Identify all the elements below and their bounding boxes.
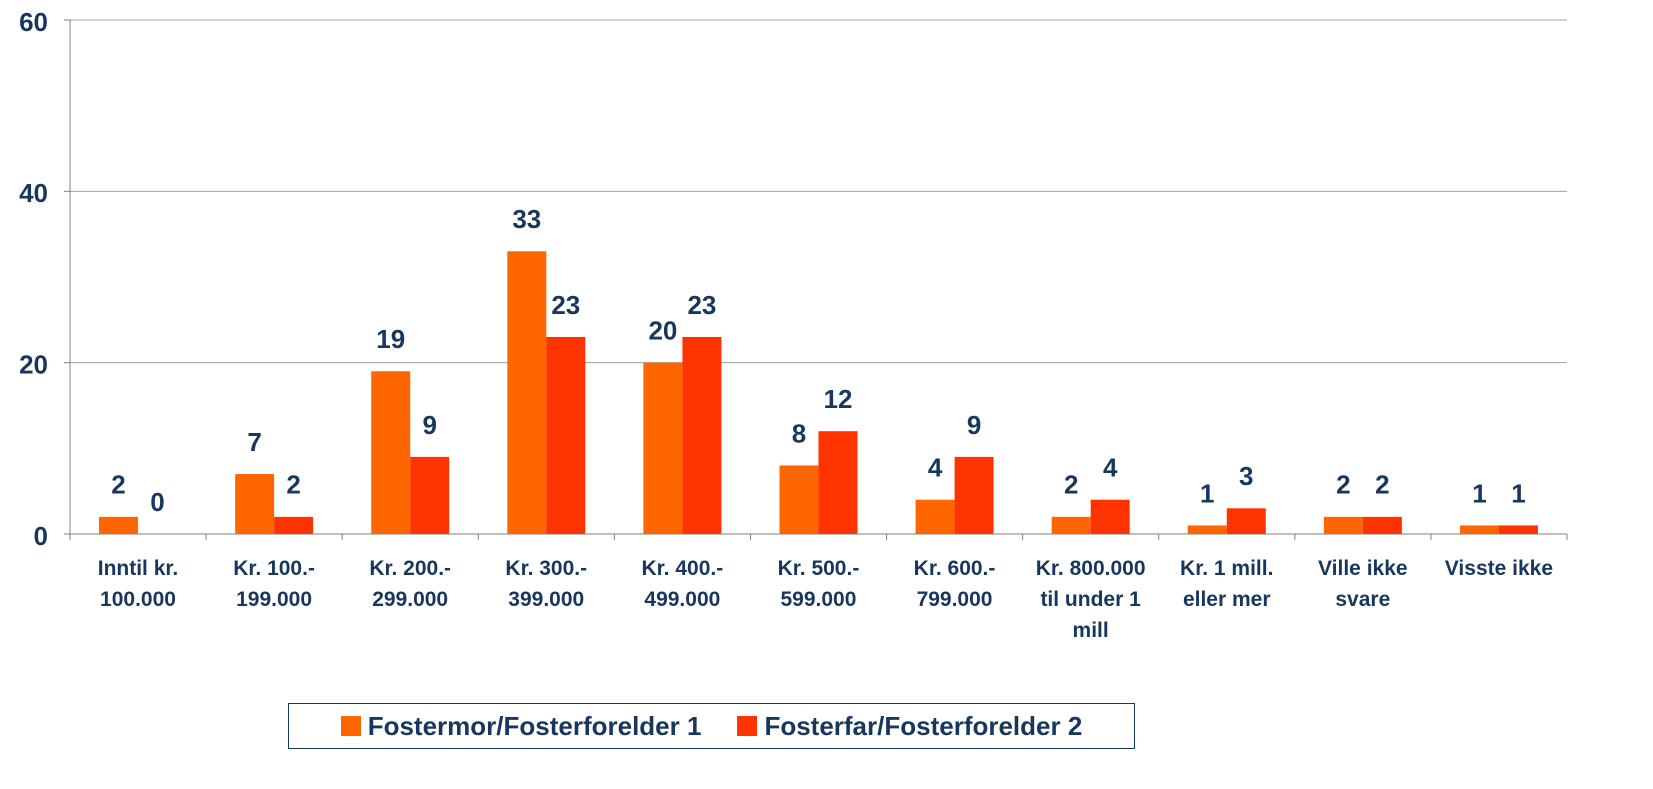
legend-label: Fostermor/Fosterforelder 1 xyxy=(367,710,702,741)
x-tick-label: Kr. 1 mill. eller mer xyxy=(1180,557,1274,611)
legend-label: Fosterfar/Fosterforelder 2 xyxy=(764,710,1083,741)
value-label: 19 xyxy=(376,324,405,354)
legend-swatch xyxy=(340,716,361,736)
bar xyxy=(915,499,955,534)
bar xyxy=(1498,525,1538,534)
value-label: 33 xyxy=(512,204,541,234)
value-label: 23 xyxy=(687,290,716,320)
bar xyxy=(410,456,450,534)
x-tick-label: Kr. 400.- 499.000 xyxy=(641,557,724,611)
x-tick-label: Kr. 200.- 299.000 xyxy=(369,557,452,611)
value-label: 7 xyxy=(247,427,261,457)
bar xyxy=(371,371,411,534)
legend-swatch xyxy=(737,716,758,736)
value-label: 2 xyxy=(1375,470,1389,500)
bar xyxy=(1362,516,1402,534)
bar xyxy=(1459,525,1499,534)
bar xyxy=(99,516,139,534)
y-tick-label: 20 xyxy=(19,350,48,380)
value-label: 1 xyxy=(1200,478,1214,508)
bar xyxy=(682,336,722,534)
value-label: 3 xyxy=(1239,461,1253,491)
value-label: 12 xyxy=(824,384,853,414)
bar xyxy=(274,516,314,534)
bar xyxy=(507,251,547,535)
legend-item: Fostermor/Fosterforelder 1 xyxy=(340,710,702,742)
x-tick-label: Ville ikke svare xyxy=(1318,557,1408,611)
x-tick-label: Visste ikke xyxy=(1444,557,1553,580)
value-label: 2 xyxy=(1064,470,1078,500)
bar xyxy=(779,465,819,534)
bar xyxy=(1187,525,1227,534)
value-label: 8 xyxy=(792,418,806,448)
y-tick-label: 40 xyxy=(19,178,48,208)
x-tick-label: Kr. 100.- 199.000 xyxy=(233,557,315,611)
y-tick-label: 60 xyxy=(19,7,48,37)
value-label: 2 xyxy=(286,470,300,500)
bar xyxy=(818,431,858,534)
x-tick-label: Kr. 300.- 399.000 xyxy=(505,557,588,611)
x-tick-label: Kr. 600.- 799.000 xyxy=(913,557,996,611)
x-tick-label: Kr. 500.- 599.000 xyxy=(777,557,860,611)
value-label: 2 xyxy=(111,470,125,500)
value-label: 9 xyxy=(422,410,436,440)
x-tick-label: Inntil kr. 100.000 xyxy=(97,557,179,611)
legend-item: Fosterfar/Fosterforelder 2 xyxy=(737,711,1082,742)
value-label: 2 xyxy=(1336,470,1350,500)
bar xyxy=(235,474,275,534)
bar xyxy=(546,336,586,534)
y-tick-label: 0 xyxy=(34,521,48,551)
bar xyxy=(954,456,994,534)
value-label: 4 xyxy=(928,453,943,483)
value-label: 0 xyxy=(150,487,164,517)
bar xyxy=(1226,508,1266,534)
bar xyxy=(1323,516,1363,534)
bar xyxy=(643,362,683,534)
value-label: 23 xyxy=(551,290,580,320)
value-label: 1 xyxy=(1472,478,1486,508)
value-label: 4 xyxy=(1103,453,1118,483)
value-label: 20 xyxy=(648,316,677,346)
bar xyxy=(1090,499,1130,534)
bar xyxy=(1051,516,1091,534)
x-tick-label: Kr. 800.000 til under 1 mill xyxy=(1035,557,1146,642)
value-label: 9 xyxy=(967,410,981,440)
value-label: 1 xyxy=(1511,478,1525,508)
legend: Fostermor/Fosterforelder 1 Fosterfar/Fost… xyxy=(288,703,1135,749)
